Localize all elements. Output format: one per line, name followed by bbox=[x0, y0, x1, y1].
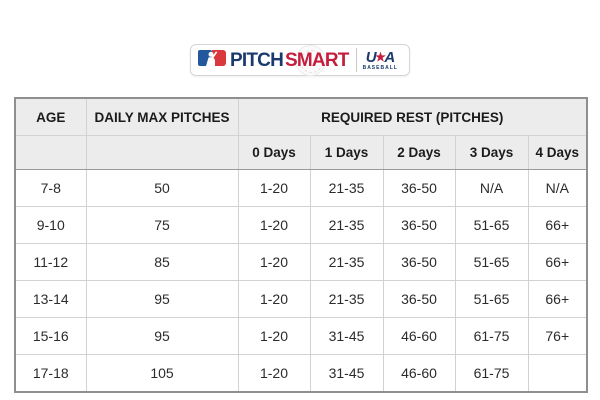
table-row: 15-16 95 1-20 31-45 46-60 61-75 76+ bbox=[14, 317, 588, 355]
rest-cell: 21-35 bbox=[309, 280, 384, 318]
table-row: 7-8 50 1-20 21-35 36-50 N/A N/A bbox=[14, 169, 588, 207]
pitch-smart-logo: PITCH SMART U ★ A BASEBALL bbox=[190, 44, 410, 76]
header-empty-cell bbox=[85, 135, 239, 170]
age-cell: 17-18 bbox=[14, 354, 87, 393]
rest-cell: 66+ bbox=[527, 243, 588, 281]
daily-max-cell: 105 bbox=[85, 354, 239, 393]
table-row: 9-10 75 1-20 21-35 36-50 51-65 66+ bbox=[14, 206, 588, 244]
rest-cell: N/A bbox=[527, 169, 588, 207]
daily-max-cell: 95 bbox=[85, 317, 239, 355]
day-column-header: 4 Days bbox=[527, 135, 588, 170]
rest-cell: 51-65 bbox=[454, 280, 529, 318]
rest-cell: 36-50 bbox=[382, 280, 456, 318]
rest-cell: 36-50 bbox=[382, 243, 456, 281]
age-cell: 11-12 bbox=[14, 243, 87, 281]
day-column-header: 1 Days bbox=[309, 135, 384, 170]
mlb-logo-icon bbox=[198, 49, 226, 71]
pitch-limits-table: AGE DAILY MAX PITCHES REQUIRED REST (PIT… bbox=[14, 97, 589, 393]
age-cell: 7-8 bbox=[14, 169, 87, 207]
daily-max-cell: 85 bbox=[85, 243, 239, 281]
rest-cell: 51-65 bbox=[454, 206, 529, 244]
rest-cell: 1-20 bbox=[237, 169, 311, 207]
rest-cell: 21-35 bbox=[309, 206, 384, 244]
rest-cell: 31-45 bbox=[309, 317, 384, 355]
usa-baseball-label: BASEBALL bbox=[362, 64, 398, 71]
age-cell: 13-14 bbox=[14, 280, 87, 318]
baseball-icon bbox=[295, 45, 326, 76]
logo-pitch-text: PITCH bbox=[230, 49, 284, 71]
rest-cell: 1-20 bbox=[237, 243, 311, 281]
usa-letter-a: A bbox=[384, 48, 395, 66]
header-empty-cell bbox=[14, 135, 87, 170]
rest-cell: 61-75 bbox=[454, 317, 529, 355]
rest-cell: 76+ bbox=[527, 317, 588, 355]
age-cell: 15-16 bbox=[14, 317, 87, 355]
usa-baseball-logo: U ★ A BASEBALL bbox=[363, 50, 398, 71]
logo-divider bbox=[355, 48, 357, 72]
daily-max-header: DAILY MAX PITCHES bbox=[85, 97, 239, 136]
rest-cell: 1-20 bbox=[237, 206, 311, 244]
rest-cell: 61-75 bbox=[454, 354, 529, 393]
day-column-header: 3 Days bbox=[454, 135, 529, 170]
daily-max-cell: 95 bbox=[85, 280, 239, 318]
header-row-main: AGE DAILY MAX PITCHES REQUIRED REST (PIT… bbox=[14, 97, 588, 136]
age-header: AGE bbox=[14, 97, 87, 136]
age-cell: 9-10 bbox=[14, 206, 87, 244]
rest-cell: 1-20 bbox=[237, 280, 311, 318]
rest-cell: N/A bbox=[454, 169, 529, 207]
rest-cell: 36-50 bbox=[382, 206, 456, 244]
rest-cell: 66+ bbox=[527, 206, 588, 244]
rest-cell: 1-20 bbox=[237, 354, 311, 393]
table-row: 11-12 85 1-20 21-35 36-50 51-65 66+ bbox=[14, 243, 588, 281]
rest-cell: 31-45 bbox=[309, 354, 384, 393]
rest-cell: 66+ bbox=[527, 280, 588, 318]
required-rest-header: REQUIRED REST (PITCHES) bbox=[237, 97, 588, 136]
day-column-header: 0 Days bbox=[237, 135, 311, 170]
star-icon: ★ bbox=[375, 50, 386, 64]
rest-cell: 21-35 bbox=[309, 243, 384, 281]
usa-letter-u: U bbox=[365, 48, 377, 66]
header-row-days: 0 Days 1 Days 2 Days 3 Days 4 Days bbox=[14, 135, 588, 170]
day-column-header: 2 Days bbox=[382, 135, 456, 170]
daily-max-cell: 50 bbox=[85, 169, 239, 207]
rest-cell bbox=[527, 354, 588, 393]
rest-cell: 46-60 bbox=[382, 317, 456, 355]
rest-cell: 1-20 bbox=[237, 317, 311, 355]
rest-cell: 46-60 bbox=[382, 354, 456, 393]
logo-smart-text: SMART bbox=[285, 49, 349, 71]
table-row: 17-18 105 1-20 31-45 46-60 61-75 bbox=[14, 354, 588, 393]
rest-cell: 21-35 bbox=[309, 169, 384, 207]
rest-cell: 36-50 bbox=[382, 169, 456, 207]
rest-cell: 51-65 bbox=[454, 243, 529, 281]
table-body: 7-8 50 1-20 21-35 36-50 N/A N/A 9-10 75 1-20 21-35… bbox=[14, 169, 588, 393]
daily-max-cell: 75 bbox=[85, 206, 239, 244]
table-row: 13-14 95 1-20 21-35 36-50 51-65 66+ bbox=[14, 280, 588, 318]
